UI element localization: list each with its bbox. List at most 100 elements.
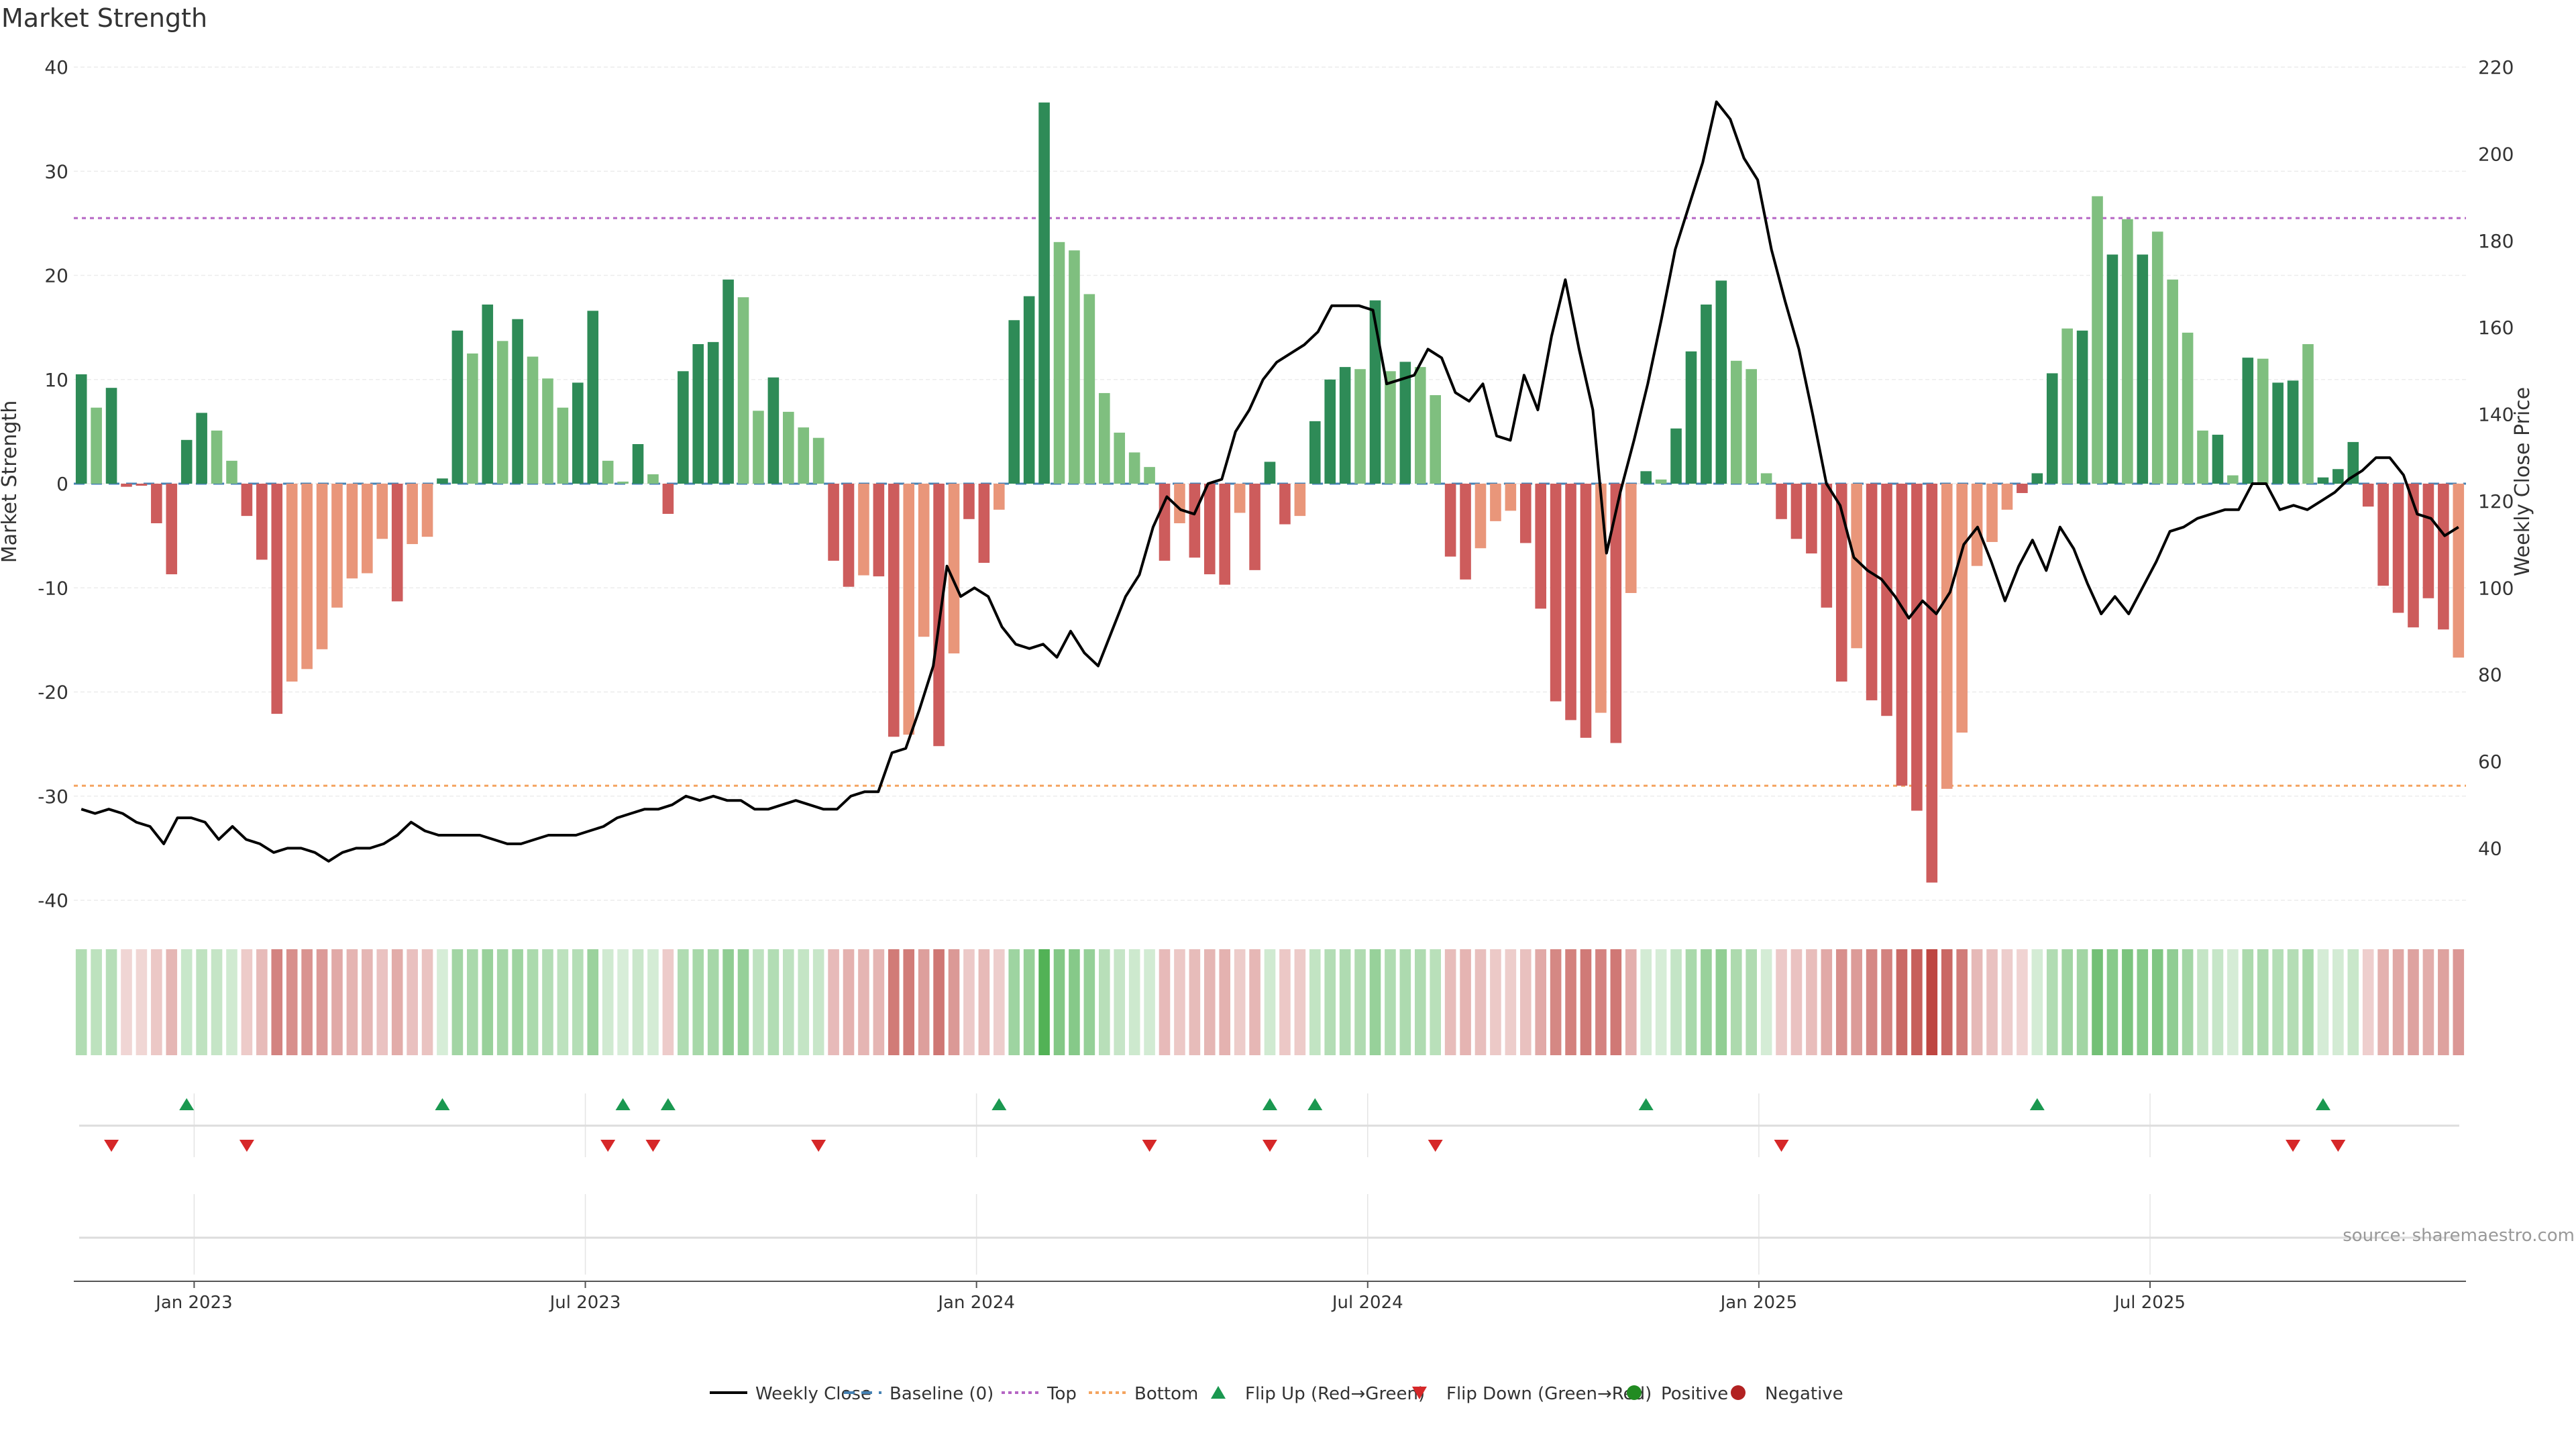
flip-down-marker xyxy=(811,1140,826,1152)
heatmap-cell xyxy=(391,949,403,1055)
heatmap-cell xyxy=(451,949,464,1055)
strength-bar xyxy=(1098,392,1110,484)
heatmap-cell xyxy=(2031,949,2043,1055)
strength-bar xyxy=(2302,343,2314,484)
strength-bar xyxy=(286,484,298,682)
strength-bar xyxy=(1324,379,1336,484)
heatmap-cell xyxy=(2392,949,2404,1055)
strength-bar xyxy=(1821,484,1833,608)
strength-bar xyxy=(1023,296,1035,484)
heatmap-cell xyxy=(1399,949,1411,1055)
heatmap-cell xyxy=(2017,949,2028,1055)
strength-bar xyxy=(241,484,253,517)
strength-bar xyxy=(211,430,223,484)
strength-bar xyxy=(587,311,599,484)
strength-bar xyxy=(2106,254,2118,484)
strength-bar xyxy=(512,319,523,484)
strength-bar xyxy=(2167,279,2178,484)
strength-bar xyxy=(1144,467,1155,484)
strength-bar xyxy=(75,374,87,484)
strength-bar xyxy=(1505,484,1517,511)
heatmap-cell xyxy=(753,949,764,1055)
heatmap-cell xyxy=(1640,949,1652,1055)
heatmap-cell xyxy=(2212,949,2224,1055)
heatmap-cell xyxy=(1189,949,1201,1055)
strength-bar xyxy=(843,484,855,587)
heatmap-cell xyxy=(1715,949,1727,1055)
heatmap-cell xyxy=(828,949,839,1055)
heatmap-cell xyxy=(1806,949,1817,1055)
strength-bar xyxy=(105,388,117,484)
strength-bar xyxy=(271,484,283,714)
heatmap-cell xyxy=(1490,949,1501,1055)
strength-bar xyxy=(1806,484,1817,554)
strength-bar xyxy=(1670,428,1682,484)
legend-label: Top xyxy=(1046,1384,1077,1404)
strength-bar xyxy=(1460,484,1471,580)
strength-bar xyxy=(1911,484,1923,811)
strength-bar xyxy=(1219,484,1231,585)
strength-bar xyxy=(828,484,839,561)
heatmap-cell xyxy=(1474,949,1487,1055)
strength-bar xyxy=(496,341,508,484)
strength-bar xyxy=(812,437,824,484)
heatmap-cell xyxy=(858,949,869,1055)
strength-bar xyxy=(2272,382,2284,484)
strength-bar xyxy=(1309,421,1321,484)
heatmap-cell xyxy=(1881,949,1892,1055)
flip-down-marker xyxy=(2330,1140,2346,1152)
strength-bar xyxy=(91,407,102,484)
heatmap-cell xyxy=(1701,949,1712,1055)
strength-bar xyxy=(918,484,930,637)
heatmap-cell xyxy=(286,949,298,1055)
heatmap-cell xyxy=(632,949,644,1055)
strength-bar xyxy=(2001,484,2013,510)
heatmap-cell xyxy=(1430,949,1442,1055)
heatmap-cell xyxy=(647,949,659,1055)
heatmap-cell xyxy=(1851,949,1862,1055)
legend-swatch-dot xyxy=(1731,1385,1746,1400)
strength-bar xyxy=(1474,484,1487,549)
y-left-tick-label: -10 xyxy=(38,577,68,599)
heatmap-cell xyxy=(843,949,855,1055)
strength-bar xyxy=(1249,484,1260,570)
strength-bar xyxy=(2227,475,2239,484)
legend-label: Flip Down (Green→Red) xyxy=(1446,1384,1652,1404)
strength-bar xyxy=(2031,473,2043,484)
heatmap-cell xyxy=(1685,949,1697,1055)
heatmap-cell xyxy=(1053,949,1065,1055)
y-right-tick-label: 220 xyxy=(2478,56,2514,78)
x-tick-label: Jul 2025 xyxy=(2113,1293,2186,1313)
heatmap-cell xyxy=(301,949,313,1055)
strength-bar xyxy=(1971,484,1983,566)
strength-bar xyxy=(2392,484,2404,613)
y-right-tick-label: 140 xyxy=(2478,404,2514,426)
flip-markers-panel xyxy=(79,1093,2459,1275)
strength-bar xyxy=(1038,102,1050,484)
strength-bar xyxy=(1715,280,1727,484)
heatmap-cell xyxy=(2137,949,2149,1055)
strength-bar xyxy=(662,484,674,515)
strength-bar xyxy=(2122,219,2133,484)
strength-bar xyxy=(617,481,629,484)
heatmap-cell xyxy=(151,949,162,1055)
strength-bar xyxy=(346,484,358,579)
heatmap-cell xyxy=(1234,949,1246,1055)
y-left-tick-label: 30 xyxy=(44,160,68,182)
y-left-tick-label: 10 xyxy=(44,369,68,391)
axes: 403020100-10-20-30-402202001801601401201… xyxy=(38,56,2514,912)
flip-up-marker xyxy=(1307,1098,1323,1110)
strength-bar xyxy=(572,382,584,484)
heatmap-cell xyxy=(692,949,704,1055)
heatmap-cell xyxy=(2151,949,2163,1055)
heatmap-cell xyxy=(527,949,539,1055)
strength-bar xyxy=(1565,484,1576,720)
heatmap-cell xyxy=(2438,949,2449,1055)
heatmap-cell xyxy=(2422,949,2434,1055)
flip-up-marker xyxy=(2315,1098,2330,1110)
strength-bar xyxy=(767,377,780,484)
heatmap-cell xyxy=(587,949,599,1055)
strength-bar xyxy=(166,484,178,575)
strength-bar xyxy=(1203,484,1216,575)
strength-bar xyxy=(1174,484,1185,523)
